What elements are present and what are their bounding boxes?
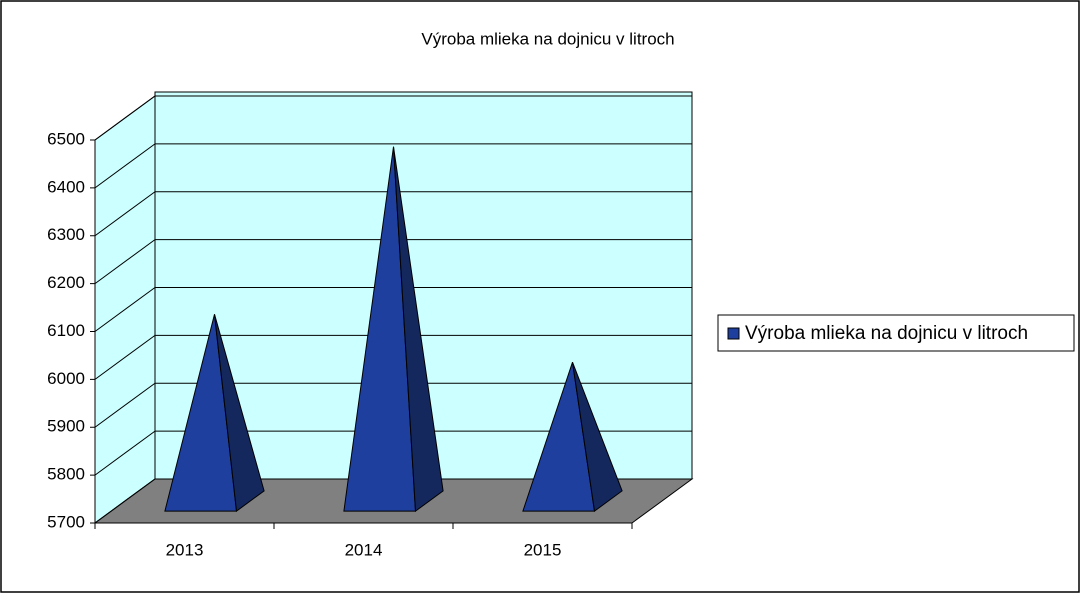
y-tick-label: 5700 [47,512,85,531]
chart-title: Výroba mlieka na dojnicu v litroch [421,29,674,48]
pyramid-side [572,361,623,513]
y-tick-label: 6300 [47,225,85,244]
grid-line [94,143,156,189]
pyramid [164,314,265,513]
grid-line [94,95,156,141]
y-tick-label: 6100 [47,321,85,340]
grid-line [94,191,156,237]
pyramid-side [393,146,444,513]
x-tick-label: 2014 [345,540,383,559]
legend-box [717,314,1075,352]
x-tick-label: 2013 [166,540,204,559]
y-tick-label: 6200 [47,273,85,292]
pyramid [522,361,623,513]
x-tick-label: 2015 [524,540,562,559]
grid-line [94,478,156,524]
grid-line [94,382,156,428]
pyramid-side [214,314,265,513]
legend-marker [727,327,740,340]
y-tick-label: 6000 [47,369,85,388]
y-tick-label: 5900 [47,417,85,436]
grid-line [94,239,156,285]
legend-label: Výroba mlieka na dojnicu v litroch [745,323,1028,344]
y-tick-label: 5800 [47,465,85,484]
grid-line [94,287,156,332]
grid-line [94,334,156,380]
y-tick-label: 6400 [47,177,85,196]
pyramid [343,146,444,513]
grid-line [94,430,156,476]
y-tick-label: 6500 [47,129,85,148]
